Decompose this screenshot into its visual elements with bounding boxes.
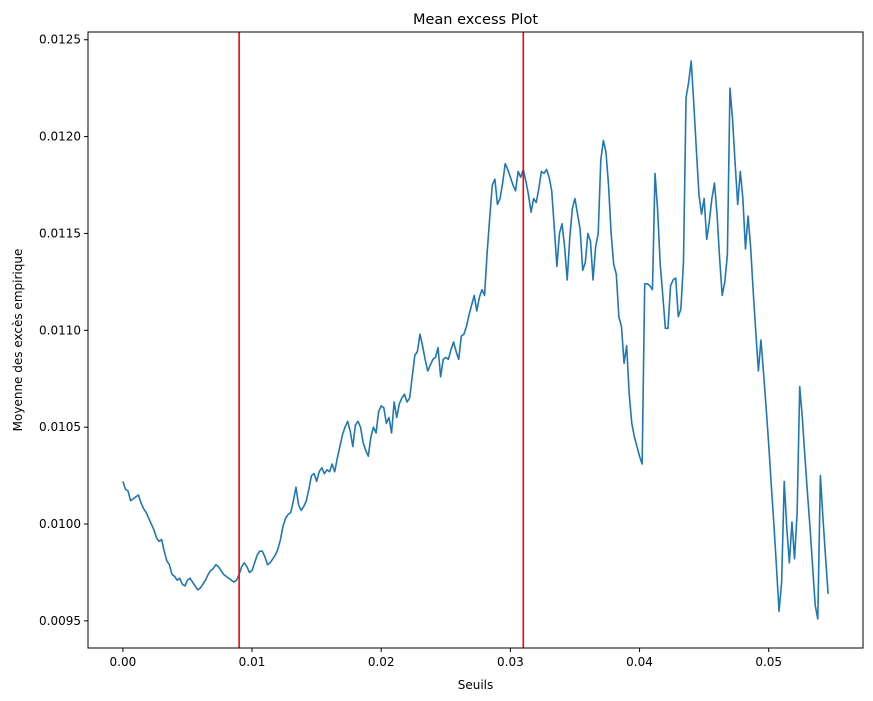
y-axis: 0.0095 0.0100 0.0105 0.0110 0.0115 0.0120 0.01… — [39, 33, 88, 628]
chart-title: Mean excess Plot — [413, 12, 538, 28]
x-tick-label: 0.01 — [239, 655, 266, 669]
x-axis-label: Seuils — [458, 678, 494, 692]
y-tick-label: 0.0100 — [39, 517, 81, 531]
y-tick-label: 0.0105 — [39, 420, 81, 434]
y-tick-label: 0.0125 — [39, 33, 81, 47]
x-tick-label: 0.03 — [497, 655, 524, 669]
y-tick-label: 0.0120 — [39, 130, 81, 144]
x-tick-label: 0.00 — [110, 655, 137, 669]
plot-area — [122, 32, 829, 648]
y-tick-label: 0.0115 — [39, 226, 81, 240]
x-tick-label: 0.02 — [368, 655, 395, 669]
axes-frame — [87, 31, 864, 649]
series-line — [122, 60, 829, 620]
y-tick-label: 0.0110 — [39, 323, 81, 337]
x-tick-label: 0.04 — [626, 655, 653, 669]
y-axis-label: Moyenne des excès empirique — [11, 249, 25, 432]
y-tick-label: 0.0095 — [39, 614, 81, 628]
x-tick-label: 0.05 — [755, 655, 782, 669]
x-axis: 0.00 0.01 0.02 0.03 0.04 0.05 — [110, 648, 782, 669]
